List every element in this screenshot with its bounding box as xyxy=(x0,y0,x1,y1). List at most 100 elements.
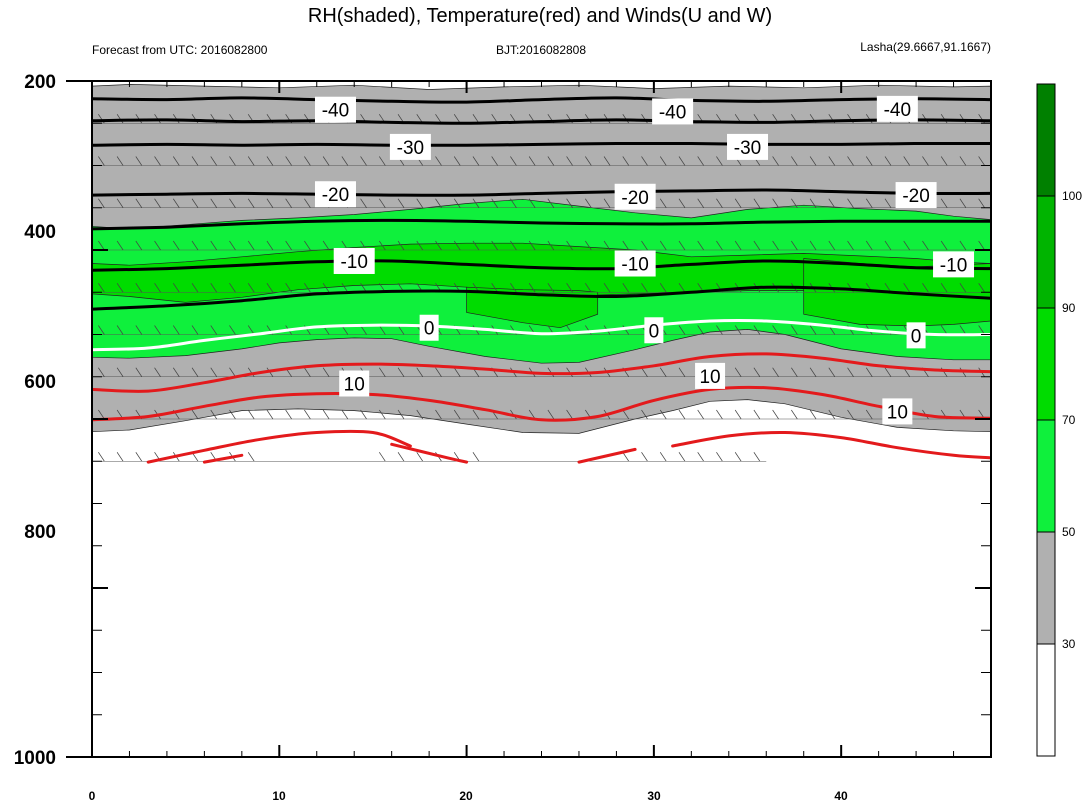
wind-barb xyxy=(734,409,742,420)
wind-barb xyxy=(472,409,480,420)
wind-barb xyxy=(304,367,311,377)
wind-barb xyxy=(734,452,742,462)
wind-barb xyxy=(815,81,817,82)
wind-barb xyxy=(304,283,311,293)
wind-barb xyxy=(472,198,480,208)
temp-contour-10-10 xyxy=(146,429,412,464)
contour-label-box xyxy=(727,133,769,160)
wind-barb xyxy=(291,81,292,82)
wind-barb xyxy=(946,81,948,82)
wind-barb xyxy=(98,156,105,166)
wind-barb xyxy=(247,156,255,166)
y-tick-label: 1000 xyxy=(14,748,56,769)
wind-barb xyxy=(734,198,742,208)
wind-barb xyxy=(641,156,648,166)
wind-barb xyxy=(865,156,873,166)
wind-barb xyxy=(740,81,742,82)
wind-barb xyxy=(528,409,536,420)
wind-barb xyxy=(528,156,536,166)
wind-barb xyxy=(210,409,218,420)
wind-barb xyxy=(172,325,180,335)
wind-barb xyxy=(322,283,330,293)
wind-barb xyxy=(622,156,630,166)
temp-contour--20-4 xyxy=(92,218,991,231)
wind-barb xyxy=(940,156,948,166)
wind-barb xyxy=(403,81,405,82)
wind-barb xyxy=(809,240,817,251)
wind-barb xyxy=(103,81,105,82)
chart-title: RH(shaded), Temperature(red) and Winds(U… xyxy=(308,5,772,27)
wind-barb xyxy=(697,452,704,462)
wind-barb xyxy=(547,240,555,251)
wind-barb xyxy=(753,198,761,208)
wind-barb xyxy=(959,283,967,293)
wind-barb xyxy=(116,325,124,335)
contour-label: 0 xyxy=(649,321,660,342)
wind-barb xyxy=(397,367,405,377)
wind-barb xyxy=(435,367,442,377)
wind-barb xyxy=(903,240,911,251)
wind-barb xyxy=(641,409,648,420)
wind-barb xyxy=(585,156,592,166)
wind-barb xyxy=(734,367,742,377)
wind-barb xyxy=(722,81,723,82)
wind-barb xyxy=(678,156,686,166)
contour-label: -10 xyxy=(940,255,967,276)
wind-barb xyxy=(796,81,798,82)
wind-barb xyxy=(491,283,498,293)
wind-barb xyxy=(665,81,667,82)
wind-barb xyxy=(828,156,836,166)
wind-barb xyxy=(435,198,442,208)
wind-barb xyxy=(609,81,611,82)
wind-barb xyxy=(909,81,910,82)
wind-barb xyxy=(216,81,217,82)
wind-barb xyxy=(266,156,274,166)
wind-barb xyxy=(678,325,686,335)
colorbar-label: 30 xyxy=(1062,637,1076,651)
wind-barb xyxy=(154,240,161,251)
wind-barb xyxy=(397,325,405,335)
wind-barb xyxy=(210,325,218,335)
temperature-contours xyxy=(92,96,991,464)
wind-barb xyxy=(154,283,161,293)
wind-barb xyxy=(229,240,236,251)
wind-barb xyxy=(884,198,892,208)
wind-barb xyxy=(965,81,966,82)
wind-barb xyxy=(828,198,836,208)
wind-barb xyxy=(191,367,199,377)
wind-barb xyxy=(697,198,704,208)
wind-barb xyxy=(116,114,124,124)
wind-barb xyxy=(160,81,161,82)
contour-label-box xyxy=(333,247,375,274)
wind-barb xyxy=(247,452,255,462)
temp-contour--30-2 xyxy=(92,141,991,147)
wind-barb xyxy=(547,283,555,293)
wind-barb xyxy=(865,367,873,377)
wind-barb xyxy=(197,81,199,82)
wind-barb xyxy=(978,240,985,251)
wind-barb xyxy=(416,409,424,420)
wind-barb xyxy=(603,240,611,251)
wind-barb xyxy=(379,452,386,462)
wind-barb xyxy=(753,409,761,420)
wind-barb xyxy=(585,283,592,293)
wind-barb xyxy=(847,409,854,420)
wind-barb xyxy=(347,81,348,82)
contour-label: -40 xyxy=(884,100,911,121)
wind-barb xyxy=(266,283,274,293)
wind-barb xyxy=(903,283,911,293)
wind-barb xyxy=(585,198,592,208)
wind-barb xyxy=(510,240,517,251)
wind-barb xyxy=(566,240,573,251)
colorbar-label: 70 xyxy=(1062,413,1076,427)
wind-barb xyxy=(304,156,311,166)
wind-barb xyxy=(791,240,798,251)
wind-barb xyxy=(247,409,255,420)
wind-barb xyxy=(453,156,461,166)
wind-barb xyxy=(98,367,105,377)
wind-barb xyxy=(154,367,161,377)
wind-barb xyxy=(441,81,442,82)
wind-barb xyxy=(809,325,817,335)
wind-barb xyxy=(416,452,424,462)
wind-barb xyxy=(528,283,536,293)
